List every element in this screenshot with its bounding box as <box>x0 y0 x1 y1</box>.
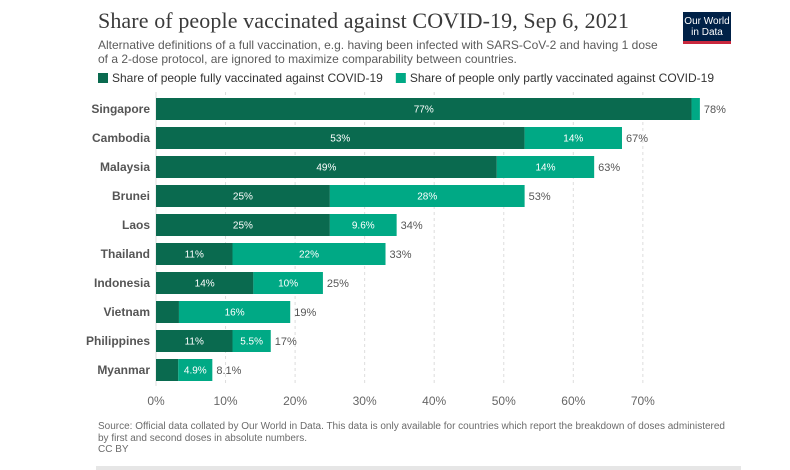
x-tick-label: 60% <box>561 394 585 408</box>
bar-fully-vaccinated[interactable] <box>156 330 233 352</box>
bar-fully-vaccinated[interactable] <box>156 301 179 323</box>
bar-total-label: 63% <box>598 162 620 174</box>
category-label[interactable]: Singapore <box>91 102 150 116</box>
bar-total-label: 34% <box>401 220 423 232</box>
category-label[interactable]: Brunei <box>112 189 150 203</box>
bar-value-label: 11% <box>185 250 204 261</box>
bar-value-label: 16% <box>225 308 245 319</box>
bar-partly-vaccinated[interactable] <box>232 330 271 352</box>
bar-fully-vaccinated[interactable] <box>156 243 233 265</box>
bar-value-label: 25% <box>233 192 253 203</box>
category-label[interactable]: Myanmar <box>97 363 150 377</box>
x-tick-label: 50% <box>492 394 516 408</box>
bar-value-label: 5.5% <box>240 337 263 348</box>
bar-value-label: 10% <box>278 279 298 290</box>
category-label[interactable]: Vietnam <box>104 305 150 319</box>
x-tick-label: 30% <box>353 394 377 408</box>
bar-partly-vaccinated[interactable] <box>178 359 213 381</box>
bar-fully-vaccinated[interactable] <box>156 359 179 381</box>
bar-value-label: 14% <box>563 134 583 145</box>
bar-partly-vaccinated[interactable] <box>329 185 525 207</box>
bar-total-label: 8.1% <box>216 365 241 377</box>
category-label[interactable]: Cambodia <box>92 131 150 145</box>
bar-value-label: 4.9% <box>184 366 207 377</box>
bar-partly-vaccinated[interactable] <box>496 156 595 178</box>
source-note: Source: Official data collated by Our Wo… <box>98 421 738 456</box>
bar-value-label: 9.6% <box>352 221 375 232</box>
bar-fully-vaccinated[interactable] <box>156 156 497 178</box>
bar-partly-vaccinated[interactable] <box>524 127 622 149</box>
x-tick-label: 10% <box>214 394 238 408</box>
logo-line-2: in Data <box>691 27 723 38</box>
legend-label-fully[interactable]: Share of people fully vaccinated against… <box>112 71 383 85</box>
category-label[interactable]: Thailand <box>101 247 150 261</box>
bar-fully-vaccinated[interactable] <box>156 272 254 294</box>
bar-partly-vaccinated[interactable] <box>253 272 323 294</box>
bottom-controls-bar <box>96 466 741 470</box>
license-text[interactable]: CC BY <box>98 444 129 455</box>
bar-total-label: 78% <box>704 104 726 116</box>
owid-logo[interactable]: Our World in Data <box>683 12 731 44</box>
category-label[interactable]: Laos <box>122 218 150 232</box>
bar-value-label: 22% <box>299 250 319 261</box>
bar-value-label: 49% <box>316 163 336 174</box>
chart-title: Share of people vaccinated against COVID… <box>98 8 630 33</box>
bar-value-label: 11% <box>185 337 204 348</box>
x-tick-label: 0% <box>147 394 165 408</box>
logo-line-1: Our World <box>684 16 730 27</box>
x-tick-label: 20% <box>283 394 307 408</box>
bar-value-label: 77% <box>414 105 434 116</box>
x-tick-label: 40% <box>422 394 446 408</box>
category-label[interactable]: Philippines <box>86 334 150 348</box>
legend-label-partly[interactable]: Share of people only partly vaccinated a… <box>410 71 714 85</box>
category-label[interactable]: Malaysia <box>100 160 150 174</box>
bar-fully-vaccinated[interactable] <box>156 214 330 236</box>
bar-partly-vaccinated[interactable] <box>329 214 397 236</box>
bar-value-label: 14% <box>535 163 555 174</box>
bar-partly-vaccinated[interactable] <box>232 243 386 265</box>
legend-swatch-partly[interactable] <box>395 73 406 83</box>
bar-total-label: 19% <box>294 307 316 319</box>
bar-partly-vaccinated[interactable] <box>691 98 700 120</box>
chart-subtitle: Alternative definitions of a full vaccin… <box>98 38 658 66</box>
category-label[interactable]: Indonesia <box>94 276 150 290</box>
bar-partly-vaccinated[interactable] <box>178 301 291 323</box>
legend-swatch-fully[interactable] <box>98 73 108 83</box>
bar-total-label: 53% <box>529 191 551 203</box>
bar-fully-vaccinated[interactable] <box>156 98 692 120</box>
bar-value-label: 53% <box>330 134 350 145</box>
source-text: Source: Official data collated by Our Wo… <box>98 421 725 444</box>
bar-total-label: 25% <box>327 278 349 290</box>
bar-value-label: 28% <box>417 192 437 203</box>
bar-total-label: 67% <box>626 133 648 145</box>
bar-total-label: 17% <box>275 336 297 348</box>
bar-total-label: 33% <box>390 249 412 261</box>
bar-fully-vaccinated[interactable] <box>156 185 330 207</box>
bar-fully-vaccinated[interactable] <box>156 127 525 149</box>
x-tick-label: 70% <box>631 394 655 408</box>
bar-value-label: 25% <box>233 221 253 232</box>
bar-value-label: 14% <box>195 279 215 290</box>
